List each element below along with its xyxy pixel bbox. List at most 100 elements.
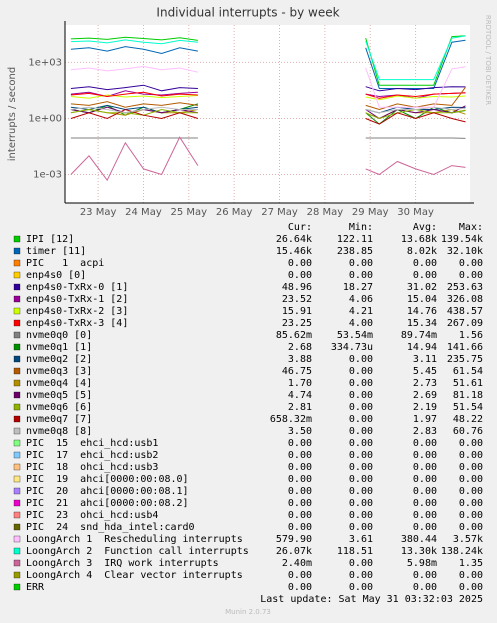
legend-stat: 118.51 bbox=[337, 546, 373, 557]
legend-stat: 2.81 bbox=[288, 402, 312, 413]
legend-stat: 0.00 bbox=[349, 510, 373, 521]
legend-stat: 14.94 bbox=[407, 342, 437, 353]
legend-stat: 3.57k bbox=[453, 534, 483, 545]
legend-stat: 0.00 bbox=[459, 258, 483, 269]
legend-stat: 0.00 bbox=[349, 558, 373, 569]
legend-stat: 0.00 bbox=[349, 426, 373, 437]
legend-stat: 0.00 bbox=[288, 462, 312, 473]
legend-stat: 14.76 bbox=[407, 306, 437, 317]
legend-stat: 1.70 bbox=[288, 378, 312, 389]
legend-stat: 0.00 bbox=[288, 498, 312, 509]
legend-stat: 48.22 bbox=[453, 414, 483, 425]
legend-stat: 0.00 bbox=[288, 582, 312, 593]
legend-stat: 0.00 bbox=[459, 462, 483, 473]
legend-stat: 51.61 bbox=[453, 378, 483, 389]
legend-stat: 138.24k bbox=[441, 546, 483, 557]
legend-label: nvme0q6 [6] bbox=[26, 402, 92, 413]
legend-column-header: Max: bbox=[459, 222, 483, 233]
legend-stat: 0.00 bbox=[349, 522, 373, 533]
legend-stat: 0.00 bbox=[413, 270, 437, 281]
legend-swatch bbox=[13, 295, 21, 303]
legend-stat: 326.08 bbox=[447, 294, 483, 305]
legend-swatch bbox=[13, 307, 21, 315]
y-tick-label: 1e-03 bbox=[33, 170, 62, 181]
legend-stat: 18.27 bbox=[343, 282, 373, 293]
legend-stat: 0.00 bbox=[349, 270, 373, 281]
footer: Last update: Sat May 31 03:32:03 2025 bbox=[260, 594, 483, 605]
legend-label: timer [11] bbox=[26, 246, 86, 257]
legend-swatch bbox=[13, 535, 21, 543]
legend-label: enp4s0 [0] bbox=[26, 270, 86, 281]
legend-swatch bbox=[13, 499, 21, 507]
legend-swatch bbox=[13, 571, 21, 579]
legend-label: enp4s0-TxRx-3 [4] bbox=[26, 318, 128, 329]
legend-stat: 5.45 bbox=[413, 366, 437, 377]
x-tick-label: 28 May bbox=[307, 207, 344, 218]
legend-swatch bbox=[13, 283, 21, 291]
legend-stat: 438.57 bbox=[447, 306, 483, 317]
legend-label: PIC 19 ahci[0000:00:08.0] bbox=[26, 474, 189, 485]
legend-label: LoongArch 1 Rescheduling interrupts bbox=[26, 534, 243, 545]
legend-stat: 8.02k bbox=[407, 246, 437, 257]
legend-stat: 81.18 bbox=[453, 390, 483, 401]
legend-stat: 3.88 bbox=[288, 354, 312, 365]
legend-stat: 26.07k bbox=[276, 546, 312, 557]
legend-stat: 0.00 bbox=[413, 438, 437, 449]
legend-stat: 380.44 bbox=[401, 534, 437, 545]
legend-stat: 0.00 bbox=[349, 378, 373, 389]
legend-swatch bbox=[13, 271, 21, 279]
series-line bbox=[70, 91, 466, 99]
legend-stat: 0.00 bbox=[459, 522, 483, 533]
legend-stat: 0.00 bbox=[459, 474, 483, 485]
legend-stat: 0.00 bbox=[288, 474, 312, 485]
legend-label: nvme0q8 [8] bbox=[26, 426, 92, 437]
legend-swatch bbox=[13, 583, 21, 591]
credit: Munin 2.0.73 bbox=[225, 608, 271, 616]
legend-label: IPI [12] bbox=[26, 234, 74, 245]
legend-swatch bbox=[13, 511, 21, 519]
side-text: RRDTOOL / TOBI OETIKER bbox=[484, 15, 492, 105]
legend-swatch bbox=[13, 403, 21, 411]
series-line bbox=[70, 35, 466, 81]
legend-stat: 5.98m bbox=[407, 558, 437, 569]
legend-stat: 2.68 bbox=[288, 342, 312, 353]
legend-swatch bbox=[13, 451, 21, 459]
legend-label: nvme0q3 [3] bbox=[26, 366, 92, 377]
legend-column-header: Min: bbox=[349, 222, 373, 233]
legend-stat: 48.96 bbox=[282, 282, 312, 293]
legend-stat: 1.97 bbox=[413, 414, 437, 425]
legend-stat: 0.00 bbox=[349, 570, 373, 581]
legend-stat: 15.04 bbox=[407, 294, 437, 305]
legend-stat: 4.21 bbox=[349, 306, 373, 317]
legend-stat: 89.74m bbox=[401, 330, 437, 341]
legend-label: PIC 24 snd_hda_intel:card0 bbox=[26, 522, 195, 533]
legend-stat: 2.73 bbox=[413, 378, 437, 389]
legend-label: LoongArch 3 IRQ work interrupts bbox=[26, 558, 219, 569]
legend-stat: 0.00 bbox=[413, 462, 437, 473]
legend-label: PIC 18 ohci_hcd:usb3 bbox=[26, 462, 158, 473]
legend-stat: 3.11 bbox=[413, 354, 437, 365]
legend-stat: 0.00 bbox=[349, 582, 373, 593]
legend-label: enp4s0-TxRx-2 [3] bbox=[26, 306, 128, 317]
legend-label: nvme0q4 [4] bbox=[26, 378, 92, 389]
legend-stat: 15.34 bbox=[407, 318, 437, 329]
y-tick-label: 1e+03 bbox=[28, 57, 62, 68]
legend-stat: 579.90 bbox=[276, 534, 312, 545]
legend-swatch bbox=[13, 355, 21, 363]
legend-stat: 26.64k bbox=[276, 234, 312, 245]
legend-stat: 0.00 bbox=[349, 414, 373, 425]
legend-stat: 0.00 bbox=[413, 570, 437, 581]
legend-swatch bbox=[13, 379, 21, 387]
legend-stat: 1.35 bbox=[459, 558, 483, 569]
legend-stat: 13.68k bbox=[401, 234, 437, 245]
legend-swatch bbox=[13, 523, 21, 531]
legend-stat: 0.00 bbox=[459, 486, 483, 497]
legend-swatch bbox=[13, 415, 21, 423]
legend-stat: 0.00 bbox=[459, 450, 483, 461]
legend-stat: 53.54m bbox=[337, 330, 373, 341]
legend-stat: 0.00 bbox=[413, 498, 437, 509]
legend-swatch bbox=[13, 367, 21, 375]
legend-swatch bbox=[13, 475, 21, 483]
